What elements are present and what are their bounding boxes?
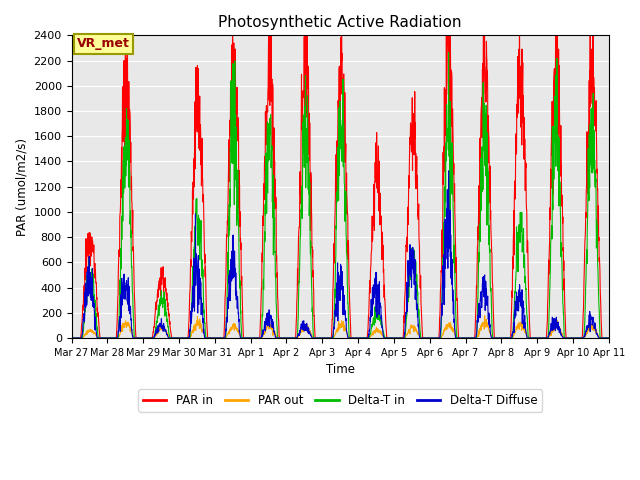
Line: PAR in: PAR in bbox=[72, 0, 609, 338]
PAR out bbox=[557, 331, 565, 336]
Delta-T Diffuse bbox=[445, 168, 452, 174]
Title: Photosynthetic Active Radiation: Photosynthetic Active Radiation bbox=[218, 15, 462, 30]
PAR in bbox=[573, 335, 580, 341]
Delta-T Diffuse bbox=[356, 335, 364, 341]
X-axis label: Time: Time bbox=[326, 363, 355, 376]
Delta-T Diffuse bbox=[367, 297, 375, 302]
PAR out bbox=[481, 313, 488, 319]
PAR out bbox=[68, 335, 76, 341]
PAR in bbox=[218, 335, 225, 341]
PAR in bbox=[367, 251, 375, 256]
PAR out bbox=[497, 335, 504, 341]
PAR out bbox=[605, 335, 612, 341]
Delta-T in bbox=[356, 335, 364, 341]
Delta-T Diffuse bbox=[497, 335, 504, 341]
Line: PAR out: PAR out bbox=[72, 316, 609, 338]
Delta-T in bbox=[557, 242, 565, 248]
Legend: PAR in, PAR out, Delta-T in, Delta-T Diffuse: PAR in, PAR out, Delta-T in, Delta-T Dif… bbox=[138, 389, 542, 412]
Delta-T in bbox=[367, 326, 375, 332]
Delta-T in bbox=[573, 335, 580, 341]
PAR in bbox=[68, 335, 76, 341]
Delta-T Diffuse bbox=[218, 335, 225, 341]
Delta-T in bbox=[218, 335, 225, 341]
PAR in bbox=[605, 335, 612, 341]
Y-axis label: PAR (umol/m2/s): PAR (umol/m2/s) bbox=[15, 138, 28, 236]
PAR out bbox=[367, 333, 375, 338]
Text: VR_met: VR_met bbox=[77, 37, 130, 50]
Delta-T Diffuse bbox=[605, 335, 612, 341]
Delta-T Diffuse bbox=[68, 335, 76, 341]
PAR in bbox=[497, 335, 504, 341]
PAR out bbox=[356, 335, 364, 341]
Delta-T Diffuse bbox=[557, 332, 565, 338]
Delta-T in bbox=[445, 49, 452, 55]
Delta-T Diffuse bbox=[573, 335, 580, 341]
Delta-T in bbox=[68, 335, 76, 341]
PAR out bbox=[218, 335, 225, 341]
Line: Delta-T Diffuse: Delta-T Diffuse bbox=[72, 171, 609, 338]
Line: Delta-T in: Delta-T in bbox=[72, 52, 609, 338]
Delta-T in bbox=[497, 335, 504, 341]
PAR in bbox=[356, 335, 364, 341]
PAR in bbox=[557, 198, 565, 204]
PAR out bbox=[573, 335, 580, 341]
Delta-T in bbox=[605, 335, 612, 341]
